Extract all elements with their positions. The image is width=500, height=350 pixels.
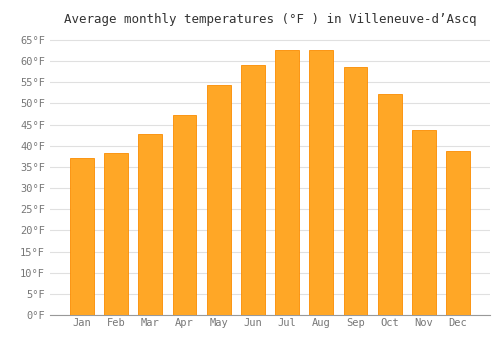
Bar xyxy=(172,115,197,315)
Bar xyxy=(104,153,128,315)
Bar xyxy=(310,50,333,315)
Title: Average monthly temperatures (°F ) in Villeneuve-d’Ascq: Average monthly temperatures (°F ) in Vi… xyxy=(64,13,476,26)
Bar xyxy=(241,64,265,315)
Bar xyxy=(412,130,436,315)
Bar xyxy=(446,151,470,315)
Bar xyxy=(344,67,367,315)
Bar xyxy=(275,50,299,315)
Bar xyxy=(70,159,94,315)
Bar xyxy=(378,94,402,315)
Bar xyxy=(138,134,162,315)
Bar xyxy=(207,85,231,315)
